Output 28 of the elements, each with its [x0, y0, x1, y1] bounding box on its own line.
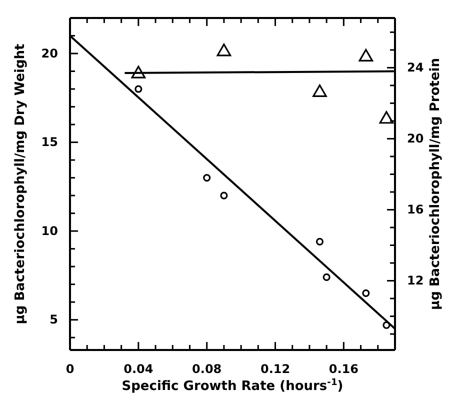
- y-axis-title: µg Bacteriochlorophyll/mg Dry Weight: [13, 44, 28, 324]
- x-tick-label: 0: [66, 362, 74, 376]
- y2-axis-title: µg Bacteriochlorophyll/mg Protein: [428, 58, 443, 310]
- x-tick-label: 0.04: [124, 362, 154, 376]
- point: [216, 44, 232, 56]
- point: [322, 273, 330, 281]
- y2-tick-label: 24: [407, 60, 424, 75]
- y2-tick-label: 16: [407, 202, 424, 217]
- point: [362, 289, 370, 297]
- y2-tick-label: 20: [407, 132, 424, 146]
- point: [203, 174, 211, 182]
- point: [312, 84, 327, 98]
- point: [220, 192, 228, 200]
- point: [358, 48, 374, 62]
- y-tick-label: 5: [50, 312, 58, 327]
- x-tick-label: 0.08: [192, 362, 222, 376]
- x-tick-label: 0.16: [328, 362, 358, 376]
- point: [131, 66, 146, 78]
- point: [316, 238, 324, 246]
- point: [134, 85, 142, 93]
- y-tick-label: 10: [41, 224, 58, 238]
- y2-tick-label: 12: [407, 274, 424, 288]
- y-tick-label: 15: [41, 135, 58, 150]
- y-tick-label: 20: [41, 46, 58, 60]
- x-axis-title: Specific Growth Rate (hours$^{-1}$): [122, 378, 344, 394]
- point: [379, 111, 394, 124]
- x-tick-label: 0.12: [260, 362, 290, 376]
- point: [382, 321, 390, 329]
